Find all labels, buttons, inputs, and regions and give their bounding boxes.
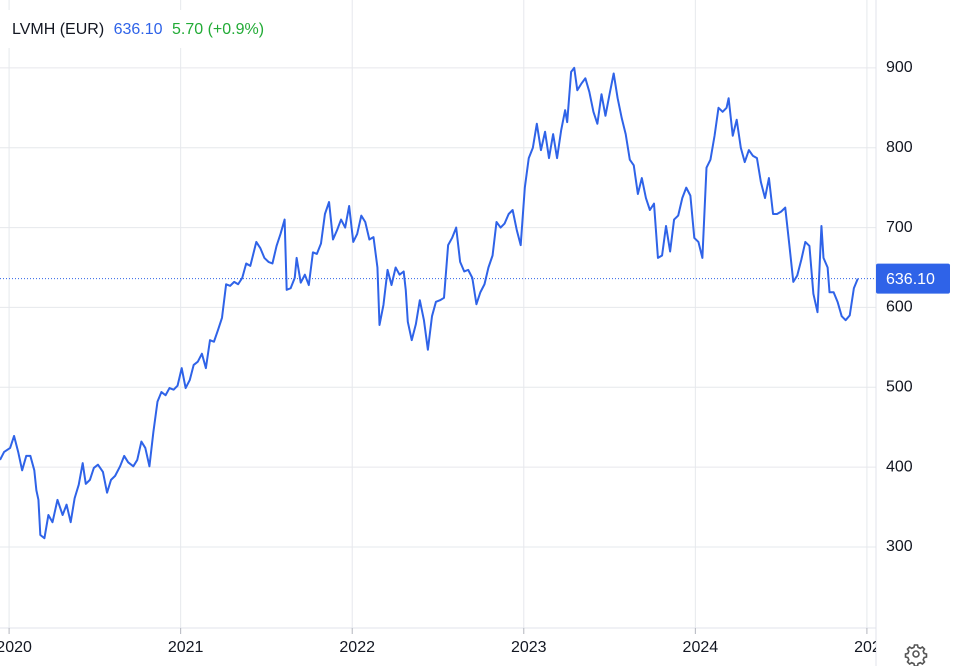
price-line bbox=[0, 66, 859, 540]
x-tick-label: 2024 bbox=[683, 639, 719, 656]
y-tick-label: 600 bbox=[886, 299, 913, 316]
y-tick-label: 300 bbox=[886, 538, 913, 555]
x-tick-label: 2022 bbox=[339, 639, 375, 656]
x-tick-label: 2020 bbox=[0, 639, 32, 656]
y-tick-label: 400 bbox=[886, 458, 913, 475]
header: LVMH (EUR) 636.10 5.70 (+0.9%) bbox=[12, 21, 264, 38]
x-axis: 2020 2021 2022 2023 2024 2025 bbox=[0, 628, 890, 656]
y-tick-label: 800 bbox=[886, 139, 913, 156]
x-tick-label: 2021 bbox=[168, 639, 204, 656]
y-tick-label: 900 bbox=[886, 59, 913, 76]
y-tick-label: 500 bbox=[886, 378, 913, 395]
header-bg bbox=[0, 10, 320, 48]
chart-title: LVMH (EUR) bbox=[12, 21, 104, 38]
grid bbox=[0, 0, 876, 628]
last-price-badge bbox=[876, 263, 950, 294]
price-change: 5.70 (+0.9%) bbox=[172, 21, 264, 38]
plot-area bbox=[0, 66, 876, 540]
x-tick-label: 2025 bbox=[854, 639, 890, 656]
y-tick-label: 700 bbox=[886, 219, 913, 236]
last-price-label: 636.10 bbox=[886, 271, 935, 288]
last-price: 636.10 bbox=[114, 21, 163, 38]
x-tick-label: 2023 bbox=[511, 639, 547, 656]
